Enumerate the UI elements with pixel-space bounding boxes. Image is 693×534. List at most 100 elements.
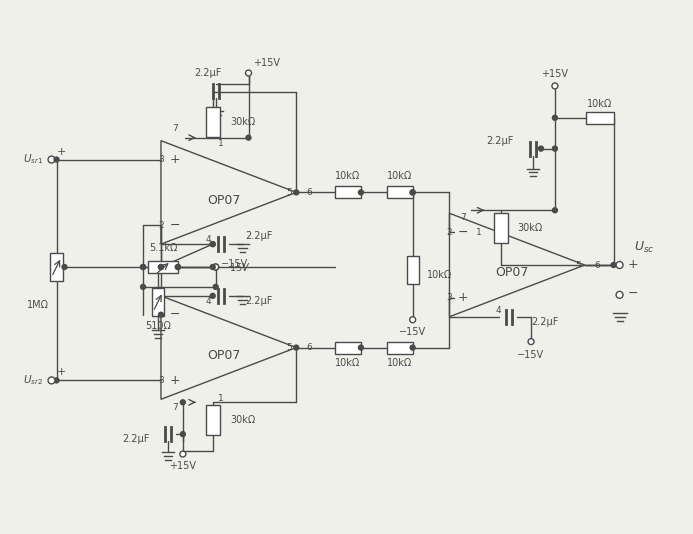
- Text: 6: 6: [306, 343, 312, 352]
- Circle shape: [246, 135, 251, 140]
- Circle shape: [528, 339, 534, 344]
- Circle shape: [54, 378, 59, 383]
- Circle shape: [62, 264, 67, 270]
- Text: $U_{sr2}$: $U_{sr2}$: [24, 373, 44, 387]
- Bar: [206, 107, 220, 137]
- Circle shape: [410, 345, 415, 350]
- Text: 2.2μF: 2.2μF: [245, 231, 273, 241]
- Bar: [335, 342, 361, 354]
- Circle shape: [410, 190, 415, 195]
- Text: 2.2μF: 2.2μF: [245, 296, 273, 306]
- Text: 5.1kΩ: 5.1kΩ: [149, 243, 177, 253]
- Text: $U_{sc}$: $U_{sc}$: [635, 240, 655, 255]
- Text: +: +: [170, 374, 180, 387]
- Text: 10kΩ: 10kΩ: [427, 270, 452, 280]
- Text: 6: 6: [595, 261, 600, 270]
- Circle shape: [141, 264, 146, 270]
- Text: OP07: OP07: [207, 194, 240, 207]
- Text: −15V: −15V: [220, 259, 248, 269]
- Circle shape: [294, 190, 299, 195]
- Text: 10kΩ: 10kΩ: [387, 358, 412, 368]
- Circle shape: [48, 156, 55, 163]
- Text: +: +: [57, 367, 66, 378]
- Circle shape: [410, 317, 416, 323]
- Text: $U_{sr1}$: $U_{sr1}$: [24, 153, 44, 167]
- Text: OP07: OP07: [207, 349, 240, 362]
- Text: 2.2μF: 2.2μF: [486, 136, 513, 146]
- Bar: [50, 253, 63, 281]
- Text: 5: 5: [286, 343, 292, 352]
- Text: 3: 3: [158, 376, 164, 385]
- Circle shape: [552, 83, 558, 89]
- Circle shape: [159, 312, 164, 317]
- Text: 10kΩ: 10kΩ: [335, 171, 360, 182]
- Text: 7: 7: [172, 403, 178, 412]
- Text: +: +: [170, 153, 180, 166]
- Circle shape: [175, 264, 180, 270]
- Circle shape: [213, 264, 219, 270]
- Text: +15V: +15V: [254, 58, 281, 68]
- Text: 2: 2: [158, 310, 164, 319]
- Circle shape: [358, 345, 363, 350]
- Text: 5: 5: [575, 261, 581, 270]
- Text: 30kΩ: 30kΩ: [517, 223, 543, 233]
- Text: 7: 7: [172, 124, 178, 133]
- Text: 1: 1: [218, 139, 223, 148]
- Text: 4: 4: [495, 307, 501, 315]
- Text: $-15V$: $-15V$: [220, 261, 250, 273]
- Bar: [152, 288, 164, 316]
- Text: 6: 6: [306, 188, 312, 197]
- Bar: [335, 186, 361, 198]
- Circle shape: [180, 451, 186, 457]
- Circle shape: [210, 293, 216, 299]
- Circle shape: [159, 264, 164, 270]
- Circle shape: [616, 262, 623, 269]
- Text: 1: 1: [476, 227, 482, 237]
- Text: +15V: +15V: [169, 461, 196, 471]
- Bar: [148, 261, 178, 273]
- Text: +: +: [458, 292, 468, 304]
- Text: 2.2μF: 2.2μF: [531, 317, 559, 327]
- Circle shape: [180, 431, 185, 437]
- Circle shape: [213, 264, 219, 270]
- Circle shape: [210, 241, 216, 247]
- Text: 2: 2: [158, 221, 164, 230]
- Text: 5: 5: [286, 188, 292, 197]
- Text: 30kΩ: 30kΩ: [231, 415, 256, 425]
- Text: 3: 3: [158, 155, 164, 164]
- Circle shape: [213, 285, 218, 289]
- Text: OP07: OP07: [495, 266, 529, 279]
- Text: 7: 7: [461, 213, 466, 222]
- Circle shape: [552, 115, 557, 120]
- Bar: [494, 213, 508, 243]
- Bar: [206, 405, 220, 435]
- Circle shape: [210, 264, 216, 270]
- Circle shape: [294, 345, 299, 350]
- Circle shape: [538, 146, 543, 151]
- Circle shape: [159, 264, 164, 270]
- Text: −: −: [628, 287, 638, 300]
- Text: 10kΩ: 10kΩ: [335, 358, 360, 368]
- Text: 1MΩ: 1MΩ: [26, 300, 49, 310]
- Text: −15V: −15V: [518, 350, 545, 359]
- Circle shape: [410, 190, 415, 195]
- Text: 10kΩ: 10kΩ: [587, 99, 613, 109]
- Text: −: −: [170, 308, 180, 321]
- Circle shape: [245, 70, 252, 76]
- Text: 2.2μF: 2.2μF: [194, 68, 221, 78]
- Bar: [387, 186, 412, 198]
- Text: 4: 4: [205, 297, 211, 307]
- Circle shape: [180, 400, 185, 405]
- Circle shape: [175, 264, 180, 270]
- Circle shape: [141, 285, 146, 289]
- Circle shape: [611, 263, 616, 268]
- Text: 10kΩ: 10kΩ: [387, 171, 412, 182]
- Text: 2.2μF: 2.2μF: [123, 434, 150, 444]
- Text: −15V: −15V: [399, 327, 426, 336]
- Text: 510Ω: 510Ω: [145, 321, 171, 331]
- Circle shape: [141, 264, 146, 270]
- Text: 4: 4: [205, 234, 211, 244]
- Circle shape: [552, 208, 557, 213]
- Bar: [387, 342, 412, 354]
- Text: +: +: [57, 147, 66, 156]
